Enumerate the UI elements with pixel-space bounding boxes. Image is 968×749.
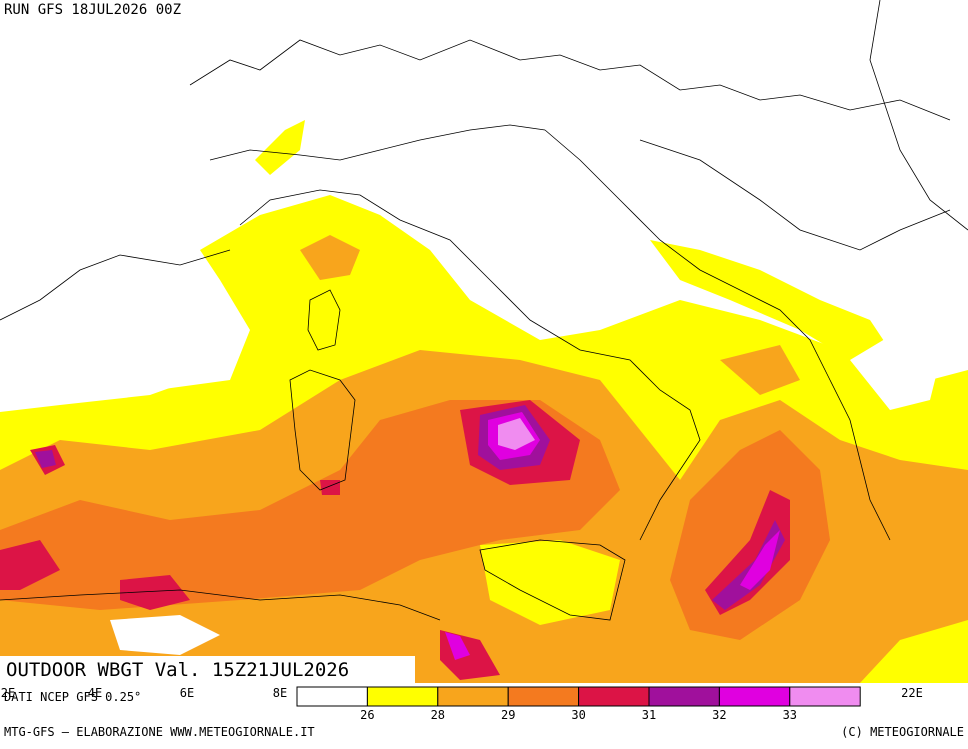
title: OUTDOOR WBGT Val. 15Z21JUL2026: [6, 659, 349, 681]
colorbar-segment: [789, 686, 861, 707]
colorbar-label: 29: [501, 708, 515, 722]
title-box: [0, 656, 415, 684]
source: DATI NCEP GFS 0.25°: [4, 690, 141, 704]
colorbar-label: 28: [431, 708, 445, 722]
run-label: RUN GFS 18JUL2026 00Z: [4, 2, 181, 18]
colorbar-segment: [437, 686, 509, 707]
colorbar-segment: [507, 686, 580, 707]
map: [0, 0, 968, 683]
colorbar-label: 32: [712, 708, 726, 722]
colorbar-label: 30: [571, 708, 585, 722]
colorbar-label: 26: [360, 708, 374, 722]
colorbar-segment: [296, 686, 368, 707]
longitude-label: 4E: [88, 686, 102, 700]
footer-right: (C) METEOGIORNALE: [841, 725, 964, 739]
colorbar-segment: [648, 686, 720, 707]
colorbar-label: 31: [642, 708, 656, 722]
colorbar-label: 33: [783, 708, 797, 722]
colorbar-segment: [578, 686, 650, 707]
footer-left: MTG-GFS – ELABORAZIONE WWW.METEOGIORNALE…: [4, 725, 315, 739]
colorbar-segment: [718, 686, 791, 707]
longitude-labels: 2E 4E 6E 8E 22E: [1, 686, 923, 700]
longitude-label: 22E: [901, 686, 923, 700]
colorbar: 26 28 29 30 31 32 33: [296, 686, 861, 722]
longitude-label: 8E: [273, 686, 287, 700]
longitude-label: 6E: [180, 686, 194, 700]
colorbar-segment: [366, 686, 439, 707]
longitude-label: 2E: [1, 686, 15, 700]
